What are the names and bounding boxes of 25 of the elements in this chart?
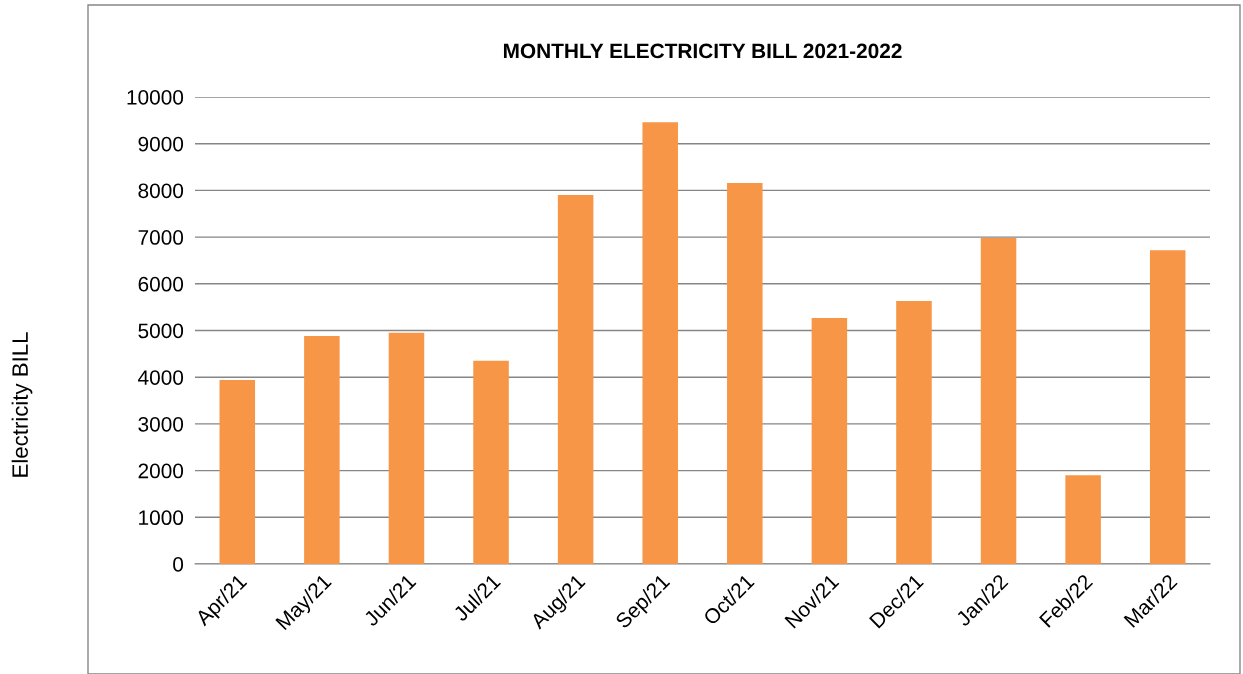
y-tick-label: 4000: [138, 370, 184, 385]
bar: [811, 317, 848, 564]
bar: [219, 380, 256, 564]
bar: [896, 301, 932, 564]
bar: [557, 195, 594, 564]
y-tick-label: 0: [173, 557, 184, 572]
y-tick-label: 6000: [138, 276, 184, 292]
y-tick-label: 1000: [139, 510, 184, 526]
y-tick-label: 8000: [138, 183, 184, 199]
y-tick-label: 7000: [138, 230, 184, 245]
bar: [473, 360, 509, 564]
y-tick-label: 10000: [127, 90, 184, 105]
bar: [980, 238, 1017, 564]
y-tick-label: 2000: [138, 463, 184, 479]
y-tick-label: 5000: [138, 323, 184, 339]
bar: [1065, 475, 1101, 564]
y-axis-title: Electricity BILL: [11, 332, 33, 477]
bar: [642, 122, 678, 564]
chart-title: MONTHLY ELECTRICITY BILL 2021-2022: [503, 43, 902, 59]
bar: [304, 336, 340, 564]
bar: [727, 182, 763, 564]
y-tick-label: 9000: [138, 136, 184, 152]
y-tick-label: 3000: [138, 416, 184, 432]
bar: [388, 332, 425, 564]
bar: [1149, 250, 1186, 564]
